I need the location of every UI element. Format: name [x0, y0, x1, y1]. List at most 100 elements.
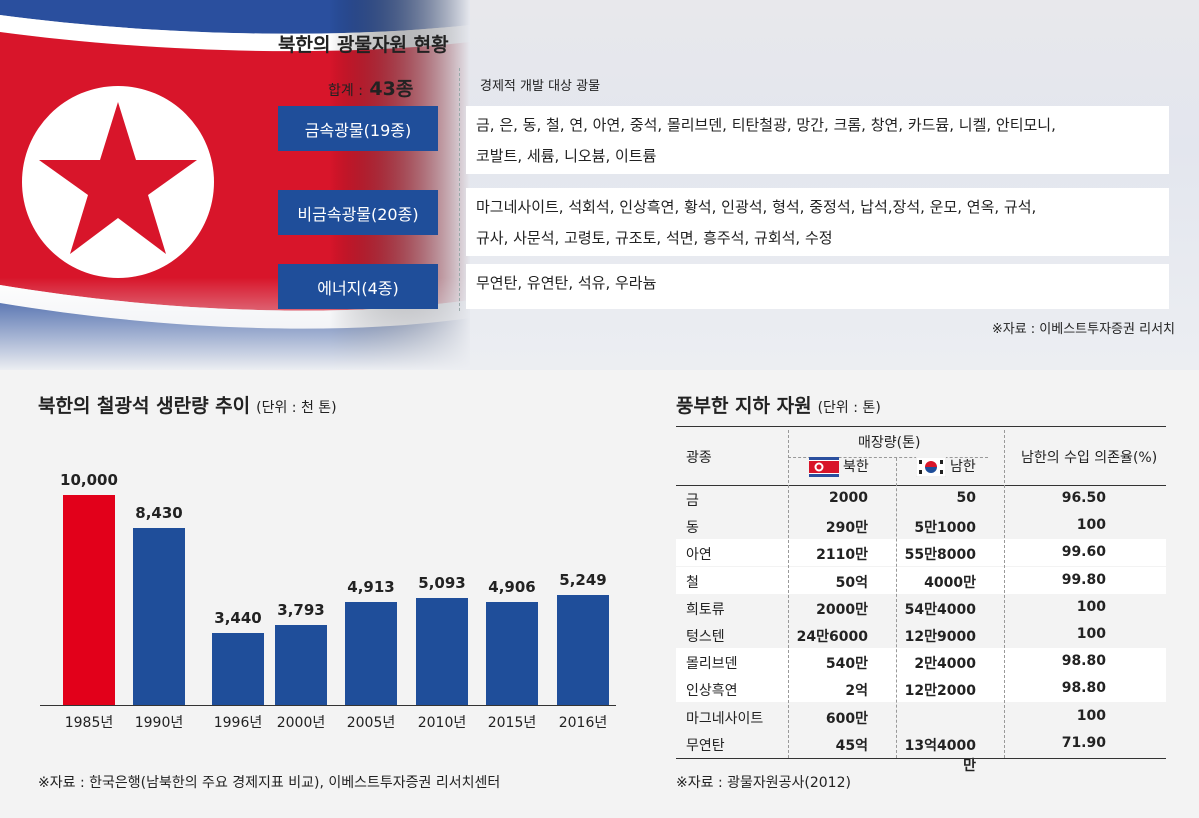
table-row: 마그네사이트 600만 100 — [676, 703, 1166, 730]
bar-1990년 — [133, 527, 185, 705]
chart-source: ※자료 : 한국은행(남북한의 주요 경제지표 비교), 이베스트투자증권 리서… — [38, 775, 501, 791]
cell-type: 아연 — [686, 547, 712, 564]
bar-value-label: 8,430 — [135, 503, 183, 522]
cell-south: 5만1000 — [914, 520, 976, 537]
cell-north: 2억 — [845, 683, 868, 700]
cell-dependence: 100 — [1076, 626, 1106, 642]
table-unit: (단위 : 톤) — [817, 400, 881, 416]
cell-type: 동 — [686, 520, 699, 537]
cell-north: 2000 — [829, 490, 868, 506]
cell-north: 2110만 — [816, 547, 868, 564]
cell-dependence: 99.80 — [1061, 571, 1106, 588]
cell-type: 텅스텐 — [686, 629, 725, 645]
cell-type: 희토류 — [686, 601, 725, 618]
header-dependence: 남한의 수입 의존율(%) — [1021, 450, 1158, 466]
bar-2010년 — [416, 598, 468, 705]
bar-1985년 — [63, 495, 115, 705]
category-energy: 에너지(4종) — [278, 264, 438, 309]
table-row: 아연 2110만 55만8000 99.60 — [676, 539, 1166, 567]
total-count: 합계 : 43종 — [328, 74, 413, 101]
cell-dependence: 98.80 — [1061, 653, 1106, 670]
table-row: 몰리브덴 540만 2만4000 98.80 — [676, 648, 1166, 676]
chart-unit: (단위 : 천 톤) — [256, 400, 337, 416]
table-row: 희토류 2000만 54만4000 100 — [676, 594, 1166, 621]
cell-type: 인상흑연 — [686, 683, 738, 700]
cell-south: 50 — [956, 490, 976, 506]
x-tick-label: 1985년 — [64, 715, 114, 731]
cell-north: 45억 — [835, 737, 868, 754]
bar-value-label: 4,913 — [347, 577, 395, 596]
total-label: 합계 : — [328, 83, 363, 99]
cell-dependence: 96.50 — [1061, 490, 1106, 506]
cell-north: 2000만 — [816, 601, 868, 618]
item-line: 코발트, 세륨, 니오븀, 이트륨 — [476, 147, 657, 165]
bar-1996년 — [212, 632, 264, 705]
table-row: 동 290만 5만1000 100 — [676, 512, 1166, 539]
table-row: 무연탄 45억 13억4000만 71.90 — [676, 730, 1166, 774]
table-header: 광종 매장량(톤) 북한 남한 남한의 수입 의존율(%) — [676, 426, 1166, 486]
bar-value-label: 4,906 — [488, 577, 536, 596]
table-row: 텅스텐 24만6000 12만9000 100 — [676, 621, 1166, 648]
category-metal: 금속광물(19종) — [278, 106, 438, 151]
cell-dependence: 100 — [1076, 707, 1106, 724]
bar-value-label: 3,793 — [277, 601, 325, 620]
x-tick-label: 2010년 — [417, 715, 467, 731]
cell-dependence: 71.90 — [1061, 734, 1106, 751]
category-energy-items: 무연탄, 유연탄, 석유, 우라늄 — [466, 264, 1169, 309]
north-korea-flag — [0, 0, 470, 370]
divider — [459, 68, 460, 311]
cell-north: 290만 — [825, 520, 868, 537]
header-south: 남한 — [916, 456, 976, 477]
header-north-label: 북한 — [843, 459, 869, 475]
table-title: 풍부한 지하 자원 (단위 : 톤) — [676, 391, 881, 418]
column-divider — [788, 430, 789, 758]
cell-type: 금 — [686, 493, 699, 509]
minerals-source: ※자료 : 이베스트투자증권 리서치 — [991, 322, 1175, 337]
item-line: 규사, 사문석, 고령토, 규조토, 석면, 흥주석, 규회석, 수정 — [476, 229, 833, 247]
cell-north: 24만6000 — [796, 629, 868, 645]
table-source: ※자료 : 광물자원공사(2012) — [676, 775, 851, 791]
cell-north: 50억 — [835, 574, 868, 591]
x-axis-line — [40, 705, 616, 706]
table-title-text: 풍부한 지하 자원 — [676, 395, 812, 417]
category-nonmetal-items: 마그네사이트, 석회석, 인상흑연, 황석, 인광석, 형석, 중정석, 납석,… — [466, 188, 1169, 256]
x-tick-label: 1990년 — [134, 715, 184, 731]
header-south-label: 남한 — [950, 459, 976, 475]
item-line: 마그네사이트, 석회석, 인상흑연, 황석, 인광석, 형석, 중정석, 납석,… — [476, 198, 1037, 216]
x-tick-label: 1996년 — [213, 715, 263, 731]
header-reserves: 매장량(톤) — [858, 435, 921, 451]
column-divider — [1004, 430, 1005, 758]
table-bottom-line — [676, 758, 1166, 759]
header-type: 광종 — [686, 450, 712, 466]
bar-value-label: 5,249 — [559, 570, 607, 589]
cell-type: 몰리브덴 — [686, 656, 738, 673]
x-tick-label: 2005년 — [346, 715, 396, 731]
item-line: 무연탄, 유연탄, 석유, 우라늄 — [476, 274, 657, 292]
total-value: 43종 — [369, 78, 414, 100]
chart-title: 북한의 철광석 생란량 추이 (단위 : 천 톤) — [38, 391, 337, 418]
column-header: 경제적 개발 대상 광물 — [480, 79, 601, 94]
south-flag-icon — [916, 457, 946, 477]
cell-type: 철 — [686, 574, 699, 591]
cell-north: 540만 — [825, 656, 868, 673]
bar-value-label: 10,000 — [60, 471, 118, 489]
cell-north: 600만 — [825, 710, 868, 727]
header-divider — [788, 457, 988, 458]
cell-south: 12만2000 — [904, 683, 976, 700]
cell-dependence: 99.60 — [1061, 544, 1106, 561]
cell-type: 무연탄 — [686, 737, 725, 754]
cell-south: 12만9000 — [904, 629, 976, 645]
table-row: 인상흑연 2억 12만2000 98.80 — [676, 675, 1166, 703]
x-tick-label: 2015년 — [487, 715, 537, 731]
cell-south: 54만4000 — [904, 601, 976, 618]
bar-2005년 — [345, 601, 397, 705]
cell-dependence: 100 — [1076, 517, 1106, 534]
x-tick-label: 2000년 — [276, 715, 326, 731]
x-tick-label: 2016년 — [558, 715, 608, 731]
header-north: 북한 — [809, 456, 869, 477]
item-line: 금, 은, 동, 철, 연, 아연, 중석, 몰리브덴, 티탄철광, 망간, 크… — [476, 116, 1056, 134]
bar-2000년 — [275, 625, 327, 705]
table-row: 금 2000 50 96.50 — [676, 485, 1166, 512]
bar-2016년 — [557, 594, 609, 705]
